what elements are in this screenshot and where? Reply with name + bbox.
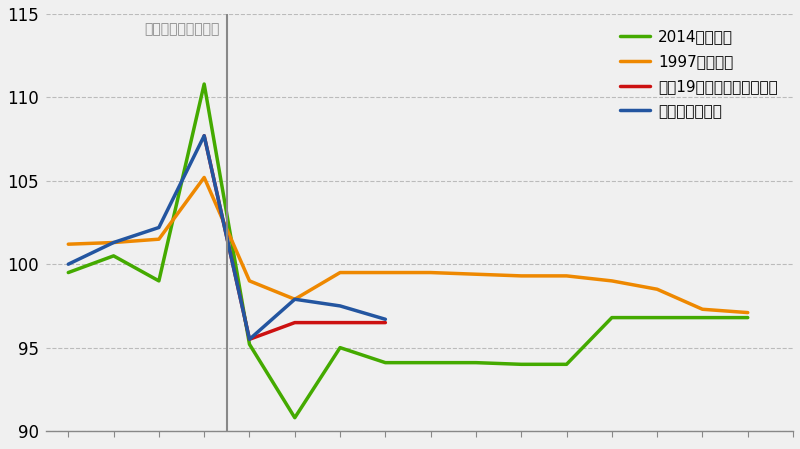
2014年増税時: [63, 270, 73, 275]
2014年増税時: [698, 315, 707, 320]
1997年増税時: [381, 270, 390, 275]
実際の消費支出: [154, 225, 164, 230]
台風19号を除いた消費支出: [381, 320, 390, 326]
1997年増税時: [743, 310, 753, 315]
Legend: 2014年増税時, 1997年増税時, 台風19号を除いた消費支出, 実際の消費支出: 2014年増税時, 1997年増税時, 台風19号を除いた消費支出, 実際の消費…: [612, 22, 786, 127]
台風19号を除いた消費支出: [290, 320, 299, 326]
2014年増税時: [245, 342, 254, 347]
2014年増税時: [743, 315, 753, 320]
1997年増税時: [63, 242, 73, 247]
Text: 消費税率の引き上げ: 消費税率の引き上げ: [145, 22, 220, 36]
2014年増税時: [607, 315, 617, 320]
2014年増税時: [652, 315, 662, 320]
2014年増税時: [517, 361, 526, 367]
2014年増税時: [109, 253, 118, 259]
2014年増税時: [426, 360, 435, 365]
実際の消費支出: [335, 303, 345, 308]
2014年増税時: [290, 415, 299, 420]
1997年増税時: [154, 237, 164, 242]
2014年増税時: [562, 361, 571, 367]
1997年増税時: [698, 307, 707, 312]
2014年増税時: [471, 360, 481, 365]
1997年増税時: [335, 270, 345, 275]
実際の消費支出: [381, 317, 390, 322]
実際の消費支出: [199, 133, 209, 138]
1997年増税時: [245, 278, 254, 284]
2014年増税時: [381, 360, 390, 365]
Line: 実際の消費支出: 実際の消費支出: [68, 136, 386, 339]
1997年増税時: [426, 270, 435, 275]
台風19号を除いた消費支出: [199, 133, 209, 138]
1997年増税時: [199, 175, 209, 180]
1997年増税時: [652, 286, 662, 292]
2014年増税時: [199, 81, 209, 87]
実際の消費支出: [290, 296, 299, 302]
台風19号を除いた消費支出: [335, 320, 345, 326]
1997年増税時: [290, 296, 299, 302]
1997年増税時: [517, 273, 526, 278]
実際の消費支出: [109, 240, 118, 245]
2014年増税時: [154, 278, 164, 284]
Line: 台風19号を除いた消費支出: 台風19号を除いた消費支出: [204, 136, 386, 339]
台風19号を除いた消費支出: [245, 337, 254, 342]
実際の消費支出: [245, 337, 254, 342]
Line: 2014年増税時: 2014年増税時: [68, 84, 748, 418]
Line: 1997年増税時: 1997年増税時: [68, 177, 748, 313]
1997年増税時: [562, 273, 571, 278]
1997年増税時: [607, 278, 617, 284]
1997年増税時: [109, 240, 118, 245]
2014年増税時: [335, 345, 345, 350]
1997年増税時: [471, 272, 481, 277]
実際の消費支出: [63, 261, 73, 267]
